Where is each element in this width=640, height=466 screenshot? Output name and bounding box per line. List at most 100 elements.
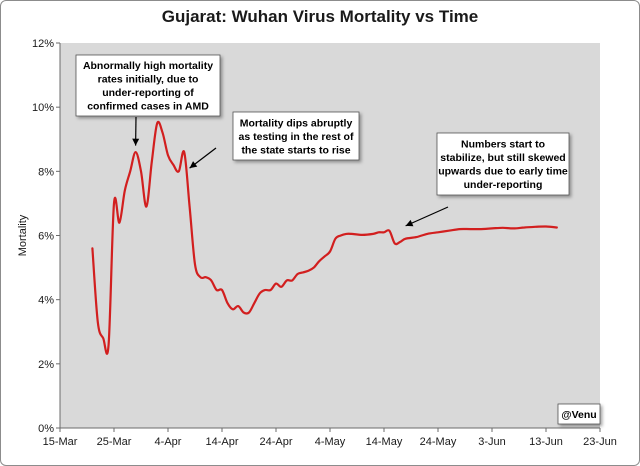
data-point <box>226 302 228 304</box>
annotation-arrowhead <box>189 161 198 169</box>
x-tick-label: 4-May <box>315 436 346 448</box>
data-point <box>107 343 109 345</box>
annotation-line: Abnormally high mortality <box>83 60 213 72</box>
data-point <box>232 308 234 310</box>
annotation-line: the state starts to rise <box>241 144 350 156</box>
data-point <box>172 164 174 166</box>
data-point <box>221 289 223 291</box>
data-point <box>275 282 277 284</box>
data-point <box>286 279 288 281</box>
data-point <box>199 276 201 278</box>
data-point <box>291 279 293 281</box>
data-point <box>145 205 147 207</box>
series-line-mortality <box>91 120 558 355</box>
data-point <box>545 225 547 227</box>
data-point <box>415 236 417 238</box>
annotation-line: Numbers start to <box>461 139 545 151</box>
data-point <box>345 233 347 235</box>
data-point <box>183 151 185 153</box>
x-tick-label: 25-Mar <box>97 436 132 448</box>
annotation-box <box>232 111 360 161</box>
tick-labels: 0% 2% 4% 6% 8% 10% 12% 15-Mar 25-Mar 4-Apr 14-Apr 2… <box>32 38 617 448</box>
data-point <box>259 292 261 294</box>
data-point <box>97 321 99 323</box>
data-point <box>318 260 320 262</box>
data-point <box>134 151 136 153</box>
data-point <box>458 228 460 230</box>
data-point <box>124 189 126 191</box>
data-point <box>313 266 315 268</box>
data-point <box>323 255 325 257</box>
credit-box <box>557 403 601 425</box>
data-point <box>113 202 115 204</box>
data-point <box>210 279 212 281</box>
data-point <box>404 238 406 240</box>
data-point <box>129 170 131 172</box>
y-tick-label: 4% <box>38 295 54 307</box>
data-point <box>296 273 298 275</box>
data-point <box>307 270 309 272</box>
data-point <box>194 263 196 265</box>
annotation-line: rates initially, due to <box>98 74 199 86</box>
data-point <box>178 170 180 172</box>
data-point <box>205 276 207 278</box>
data-point <box>502 227 504 229</box>
annotation-arrowhead <box>405 219 414 227</box>
data-point <box>237 305 239 307</box>
data-point <box>302 271 304 273</box>
data-point <box>161 132 163 134</box>
annotation-arrowhead <box>132 138 140 146</box>
data-point <box>91 247 93 249</box>
annotations: Abnormally high mortality rates initially… <box>75 54 570 227</box>
data-point <box>350 233 352 235</box>
annotation-line: stabilize, but still skewed <box>440 152 565 164</box>
annotation-arrow <box>405 206 449 227</box>
data-point <box>253 302 255 304</box>
data-point <box>394 242 396 244</box>
data-point <box>388 230 390 232</box>
data-point <box>556 226 558 228</box>
data-point <box>248 311 250 313</box>
data-point <box>534 226 536 228</box>
annotation-2: Mortality dips abruptly as testing in the… <box>189 111 360 169</box>
data-point <box>264 289 266 291</box>
annotation-box <box>75 54 221 117</box>
x-tick-label: 15-Mar <box>43 436 78 448</box>
data-point <box>215 289 217 291</box>
data-point <box>140 170 142 172</box>
data-point <box>102 337 104 339</box>
data-point <box>280 286 282 288</box>
data-point <box>269 289 271 291</box>
data-point <box>523 226 525 228</box>
y-tick-label: 0% <box>38 423 54 435</box>
data-point <box>399 241 401 243</box>
data-point <box>361 234 363 236</box>
x-tick-label: 13-Jun <box>529 436 563 448</box>
x-tick-label: 14-May <box>366 436 403 448</box>
x-tick-label: 3-Jun <box>478 436 506 448</box>
credit-badge: @Venu <box>557 403 601 425</box>
annotation-line: as testing in the rest of <box>239 131 354 143</box>
annotation-box <box>436 132 570 196</box>
x-tick-label: 4-Apr <box>155 436 182 448</box>
data-point <box>426 233 428 235</box>
data-point <box>469 228 471 230</box>
data-point <box>242 311 244 313</box>
data-point <box>512 227 514 229</box>
data-point <box>448 230 450 232</box>
x-tick-label: 14-Apr <box>205 436 238 448</box>
data-point <box>383 231 385 233</box>
annotation-line: upwards due to early time <box>438 166 568 178</box>
annotation-1: Abnormally high mortality rates initially… <box>75 54 221 146</box>
chart-title: Gujarat: Wuhan Virus Mortality vs Time <box>161 7 479 26</box>
data-point <box>156 122 158 124</box>
data-point <box>340 234 342 236</box>
y-tick-label: 6% <box>38 231 54 243</box>
data-point <box>334 238 336 240</box>
y-tick-label: 8% <box>38 166 54 178</box>
y-tick-label: 10% <box>32 102 54 114</box>
credit-text: @Venu <box>561 409 596 421</box>
data-point <box>118 222 120 224</box>
